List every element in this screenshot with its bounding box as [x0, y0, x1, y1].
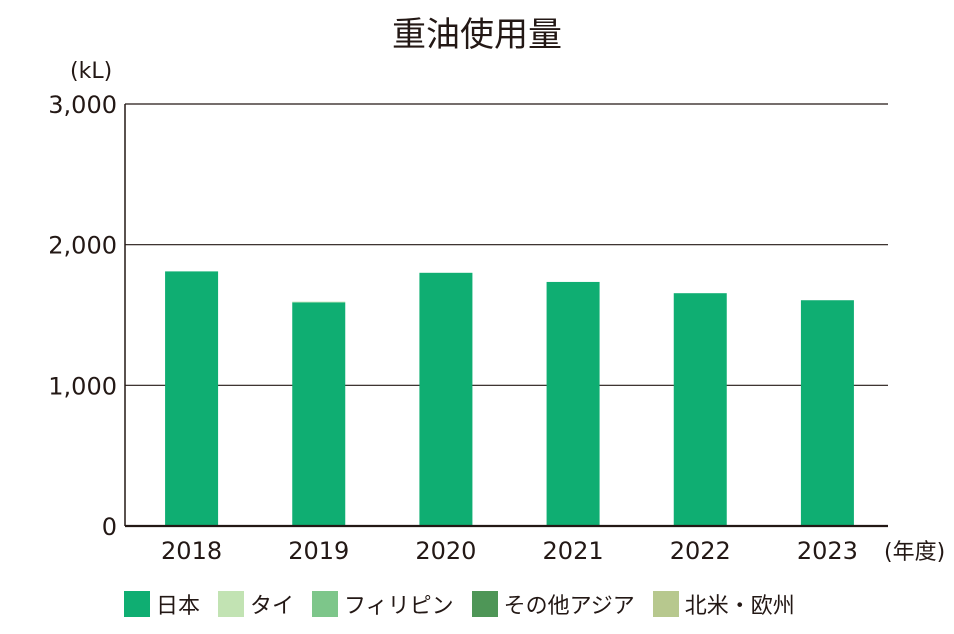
y-tick-label: 1,000 [48, 372, 117, 400]
legend-item: タイ [218, 588, 294, 620]
legend-label: フィリピン [344, 594, 454, 619]
legend-swatch [312, 591, 339, 617]
legend-swatch [471, 591, 498, 617]
bars [165, 271, 854, 526]
y-axis-ticks: 3,000 2,000 1,000 0 [48, 91, 117, 541]
bar [165, 271, 219, 526]
x-tick-label: 2020 [415, 537, 476, 565]
y-tick-label: 2,000 [48, 232, 117, 260]
legend-swatch [218, 591, 245, 617]
x-tick-label: 2022 [670, 537, 731, 565]
legend-item: 日本 [124, 588, 200, 620]
y-axis-unit: (kL) [70, 59, 112, 84]
legend: 日本 タイ フィリピン その他アジア 北米・欧州 [124, 588, 813, 620]
bar [800, 300, 854, 526]
legend-item: 北米・欧州 [652, 588, 795, 620]
legend-swatch [124, 591, 150, 617]
legend-item: フィリピン [312, 588, 454, 620]
legend-label: その他アジア [503, 594, 635, 619]
bar [292, 301, 346, 303]
bar [419, 272, 473, 526]
legend-label: タイ [250, 594, 295, 619]
gridlines [125, 103, 888, 386]
y-tick-label: 3,000 [48, 91, 117, 119]
chart-title: 重油使用量 [392, 15, 562, 55]
x-tick-label: 2018 [161, 537, 222, 565]
legend-swatch [652, 591, 679, 617]
x-tick-label: 2023 [797, 537, 858, 565]
bar [673, 293, 727, 526]
y-tick-label: 0 [102, 513, 117, 541]
x-axis-ticks: 2018 2019 2020 2021 2022 2023 [161, 537, 858, 565]
legend-label: 日本 [156, 594, 201, 619]
legend-item: その他アジア [471, 588, 635, 620]
legend-label: 北米・欧州 [684, 594, 795, 619]
bar [546, 281, 600, 526]
x-axis-unit: (年度) [884, 540, 945, 565]
x-tick-label: 2019 [288, 537, 349, 565]
bar [292, 302, 346, 526]
x-tick-label: 2021 [543, 537, 604, 565]
